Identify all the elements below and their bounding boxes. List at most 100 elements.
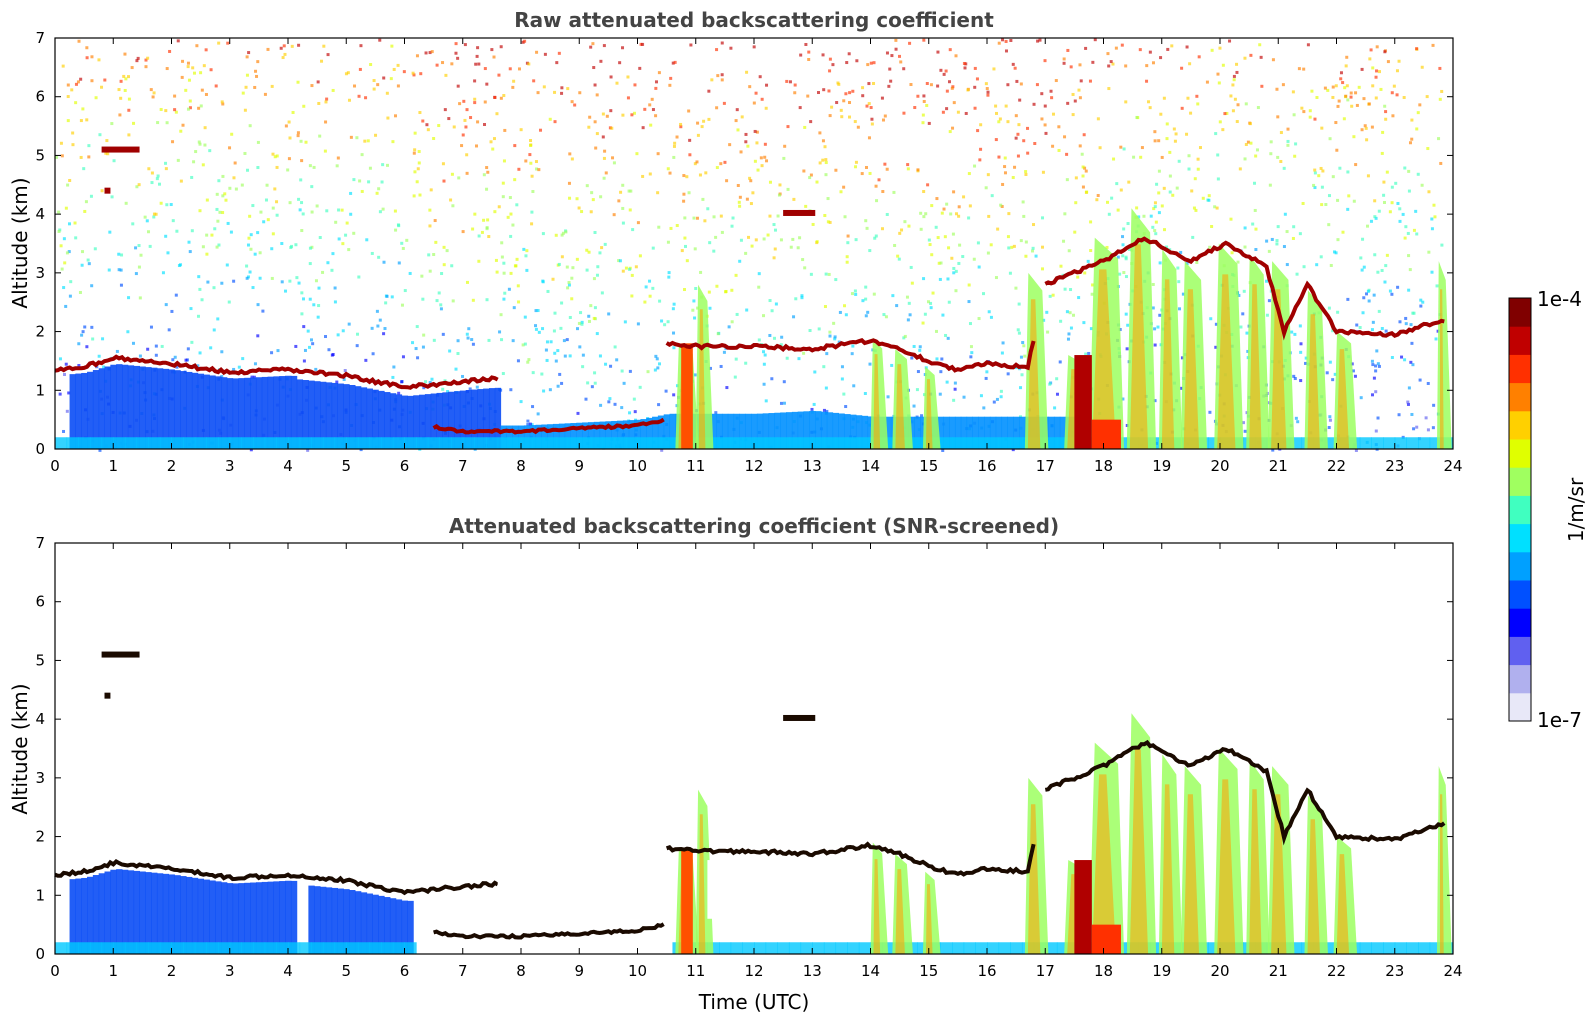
noise-pixel xyxy=(1010,245,1014,249)
noise-pixel xyxy=(301,297,305,301)
noise-pixel xyxy=(906,167,910,171)
noise-pixel xyxy=(1122,271,1126,275)
noise-pixel xyxy=(1439,161,1443,165)
noise-pixel xyxy=(1015,79,1019,83)
noise-pixel xyxy=(957,214,961,218)
noise-pixel xyxy=(828,330,832,334)
noise-pixel xyxy=(71,131,75,135)
surface-layer xyxy=(812,437,825,449)
aerosol-column xyxy=(721,413,729,449)
noise-pixel xyxy=(381,207,385,211)
noise-pixel xyxy=(754,91,758,95)
noise-pixel xyxy=(989,315,993,319)
surface-layer xyxy=(1394,437,1407,449)
noise-pixel xyxy=(641,174,645,178)
noise-pixel xyxy=(1333,372,1337,376)
noise-pixel xyxy=(270,84,274,88)
noise-pixel xyxy=(920,414,924,418)
noise-pixel xyxy=(684,244,688,248)
noise-pixel xyxy=(845,255,849,259)
noise-pixel xyxy=(291,110,295,114)
noise-pixel xyxy=(570,157,574,161)
y-tick-label: 5 xyxy=(35,146,45,164)
surface-layer xyxy=(544,437,557,449)
noise-pixel xyxy=(874,234,878,238)
noise-pixel xyxy=(837,82,841,86)
surface-layer xyxy=(276,437,289,449)
noise-pixel xyxy=(720,41,724,45)
noise-pixel xyxy=(527,62,531,66)
noise-pixel xyxy=(179,263,183,267)
noise-pixel xyxy=(1235,62,1239,66)
noise-pixel xyxy=(948,130,952,134)
noise-pixel xyxy=(475,54,479,58)
noise-pixel xyxy=(712,215,716,219)
noise-pixel xyxy=(1069,288,1073,292)
x-tick-label: 11 xyxy=(686,962,705,980)
aerosol-column xyxy=(628,420,636,449)
surface-layer xyxy=(777,942,790,954)
noise-pixel xyxy=(708,366,712,370)
noise-pixel xyxy=(1331,378,1335,382)
noise-pixel xyxy=(564,230,568,234)
surface-layer xyxy=(1394,942,1407,954)
plume-core xyxy=(1217,779,1236,954)
noise-pixel xyxy=(1124,100,1128,104)
noise-pixel xyxy=(815,240,819,244)
noise-pixel xyxy=(1173,139,1177,143)
noise-pixel xyxy=(887,84,891,88)
noise-pixel xyxy=(327,348,331,352)
noise-pixel xyxy=(1409,323,1413,327)
noise-pixel xyxy=(885,212,889,216)
noise-pixel xyxy=(627,189,631,193)
noise-pixel xyxy=(1145,79,1149,83)
noise-pixel xyxy=(675,135,679,139)
aerosol-column xyxy=(314,381,321,449)
noise-pixel xyxy=(828,69,832,73)
noise-pixel xyxy=(157,182,161,186)
noise-pixel xyxy=(1162,96,1166,100)
noise-pixel xyxy=(951,232,955,236)
noise-pixel xyxy=(1078,63,1082,67)
aerosol-column xyxy=(978,416,985,449)
noise-pixel xyxy=(271,206,275,210)
noise-pixel xyxy=(1365,138,1369,142)
noise-pixel xyxy=(253,85,257,89)
noise-pixel xyxy=(738,204,742,208)
noise-pixel xyxy=(629,189,633,193)
noise-pixel xyxy=(832,321,836,325)
noise-pixel xyxy=(524,159,528,163)
x-tick-label: 1 xyxy=(108,457,118,475)
noise-pixel xyxy=(1153,139,1157,143)
noise-pixel xyxy=(1109,60,1113,64)
noise-pixel xyxy=(515,203,519,207)
noise-pixel xyxy=(416,356,420,360)
noise-pixel xyxy=(571,266,575,270)
noise-pixel xyxy=(738,259,742,263)
noise-pixel xyxy=(1033,142,1037,146)
noise-pixel xyxy=(1082,133,1086,137)
noise-pixel xyxy=(494,258,498,262)
noise-pixel xyxy=(405,238,409,242)
y-tick-label: 5 xyxy=(35,651,45,669)
noise-pixel xyxy=(1044,131,1048,135)
noise-pixel xyxy=(1084,352,1088,356)
surface-layer xyxy=(369,942,382,954)
plume-core xyxy=(1249,789,1262,954)
noise-pixel xyxy=(763,142,767,146)
noise-pixel xyxy=(1197,55,1201,59)
noise-pixel xyxy=(1067,332,1071,336)
aerosol-column xyxy=(162,368,170,449)
noise-pixel xyxy=(300,312,304,316)
noise-pixel xyxy=(944,69,948,73)
noise-pixel xyxy=(441,387,445,391)
plume-core xyxy=(1091,924,1121,954)
noise-pixel xyxy=(1041,245,1045,249)
noise-pixel xyxy=(516,284,520,288)
surface-layer xyxy=(136,942,149,954)
noise-pixel xyxy=(1014,114,1018,118)
noise-pixel xyxy=(753,159,757,163)
noise-pixel xyxy=(590,385,594,389)
noise-pixel xyxy=(1298,324,1302,328)
noise-pixel xyxy=(117,268,121,272)
